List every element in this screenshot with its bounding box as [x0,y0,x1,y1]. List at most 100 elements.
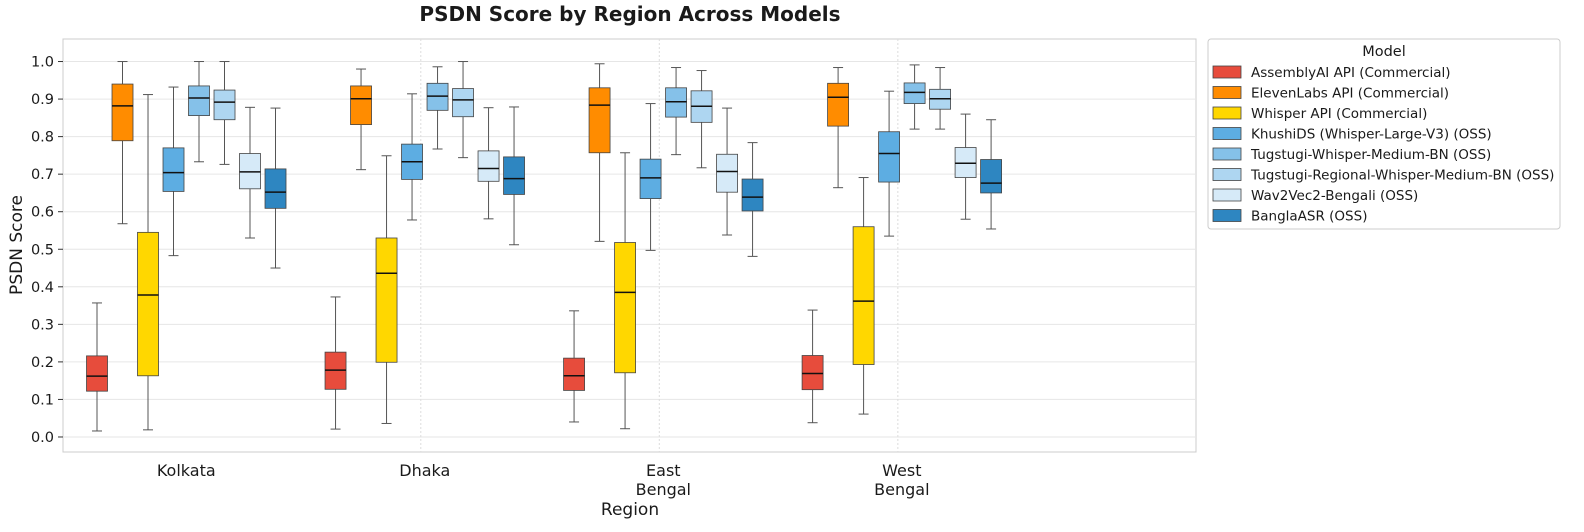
plot-area: 0.0 0.1 0.2 0.3 0.4 0.5 0.6 0.7 0.8 0.9 1.0 Kolkata… [31,38,1197,499]
box-3-2 [639,103,662,251]
box-iqr [477,150,500,182]
legend-swatch [1212,147,1242,161]
y-tick-label: 0.6 [31,205,54,221]
legend-label: ElevenLabs API (Commercial) [1251,86,1449,102]
box-6-0 [239,106,261,239]
box-iqr [588,87,611,154]
box-0-0 [86,302,108,432]
legend-swatch [1212,86,1242,99]
x-axis-label: Region [601,500,659,520]
box-2-1 [375,155,398,424]
box-2-2 [614,152,636,430]
x-tick-label: Dhaka [399,461,450,480]
y-tick-label: 0.4 [31,280,54,296]
box-iqr [741,178,764,212]
box-6-2 [716,107,738,236]
box-1-3 [827,67,849,189]
box-7-2 [741,142,764,257]
box-iqr [111,83,134,142]
box-3-0 [162,86,185,257]
box-iqr [980,159,1002,194]
box-iqr [350,85,372,126]
box-4-2 [665,67,687,156]
legend-title: Model [1362,44,1406,60]
box-iqr [903,82,926,104]
box-iqr [426,82,449,111]
legend-items: AssemblyAI API (Commercial) ElevenLabs AP… [1212,65,1554,225]
y-tick-label: 0.3 [31,317,54,333]
box-5-3 [929,67,951,130]
box-iqr [137,231,159,377]
box-7-1 [503,106,525,246]
legend-swatch [1212,106,1242,120]
box-4-1 [426,66,449,150]
legend-swatch [1212,127,1242,140]
box-7-3 [980,119,1002,230]
legend-item: KhushiDS (Whisper-Large-V3) (OSS) [1212,127,1492,143]
legend-frame [1207,38,1561,230]
y-tick-label: 0.1 [31,392,54,408]
legend-item: ElevenLabs API (Commercial) [1212,86,1449,102]
x-tick-label: East Bengal [636,461,691,499]
legend-item: AssemblyAI API (Commercial) [1212,65,1451,81]
box-7-0 [264,107,287,269]
x-tick-line: West [882,461,921,480]
box-2-3 [852,177,875,415]
box-5-1 [452,61,474,159]
y-tick-label: 0.9 [31,92,54,108]
box-5-0 [213,61,236,165]
legend-swatch [1212,188,1242,202]
box-0-2 [563,310,585,423]
x-tick-line: Bengal [636,480,691,499]
legend-label: Tugstugi-Regional-Whisper-Medium-BN (OSS… [1250,168,1554,184]
box-iqr [878,131,900,183]
box-iqr [852,226,875,365]
legend-swatch [1212,65,1242,79]
legend-item: Tugstugi-Regional-Whisper-Medium-BN (OSS… [1212,168,1554,184]
x-tick-line: Kolkata [157,461,216,480]
x-tick-label: West Bengal [874,461,929,499]
x-tick-line: East [646,461,681,480]
y-axis-label: PSDN Score [7,195,27,295]
box-iqr [264,168,287,209]
legend-label: KhushiDS (Whisper-Large-V3) (OSS) [1251,127,1492,143]
box-3-3 [878,90,900,237]
box-4-0 [188,61,210,163]
legend-label: AssemblyAI API (Commercial) [1251,65,1451,81]
box-iqr [239,153,261,190]
legend-label: Whisper API (Commercial) [1251,106,1427,122]
box-iqr [827,82,849,127]
box-iqr [614,242,636,374]
box-iqr [716,153,738,193]
box-4-3 [903,64,926,130]
legend-label: Tugstugi-Whisper-Medium-BN (OSS) [1250,147,1491,163]
x-tick-label: Kolkata [157,461,216,480]
legend-swatch [1212,168,1242,181]
legend: Model AssemblyAI API (Commercial) ElevenL… [1207,38,1561,230]
x-tick-line: Dhaka [399,461,450,480]
box-iqr [954,147,977,178]
box-iqr [665,87,687,118]
box-iqr [563,357,585,391]
chart-title: PSDN Score by Region Across Models [419,2,840,26]
legend-label: BanglaASR (OSS) [1251,209,1367,225]
box-iqr [452,88,474,118]
box-iqr [188,85,210,116]
box-2-0 [137,94,159,431]
box-iqr [503,156,525,195]
y-tick-label: 0.0 [31,430,54,446]
box-5-2 [690,70,713,169]
legend-item: Tugstugi-Whisper-Medium-BN (OSS) [1212,147,1491,163]
box-1-0 [111,61,134,225]
legend-item: Wav2Vec2-Bengali (OSS) [1212,188,1418,204]
box-0-1 [324,296,347,430]
legend-item: BanglaASR (OSS) [1212,209,1367,225]
y-tick-label: 0.7 [31,167,54,183]
y-tick-label: 0.8 [31,130,54,146]
box-iqr [162,147,185,192]
y-tick-label: 1.0 [31,55,54,71]
box-iqr [375,237,398,363]
box-3-1 [401,93,423,221]
x-tick-line: Bengal [874,480,929,499]
